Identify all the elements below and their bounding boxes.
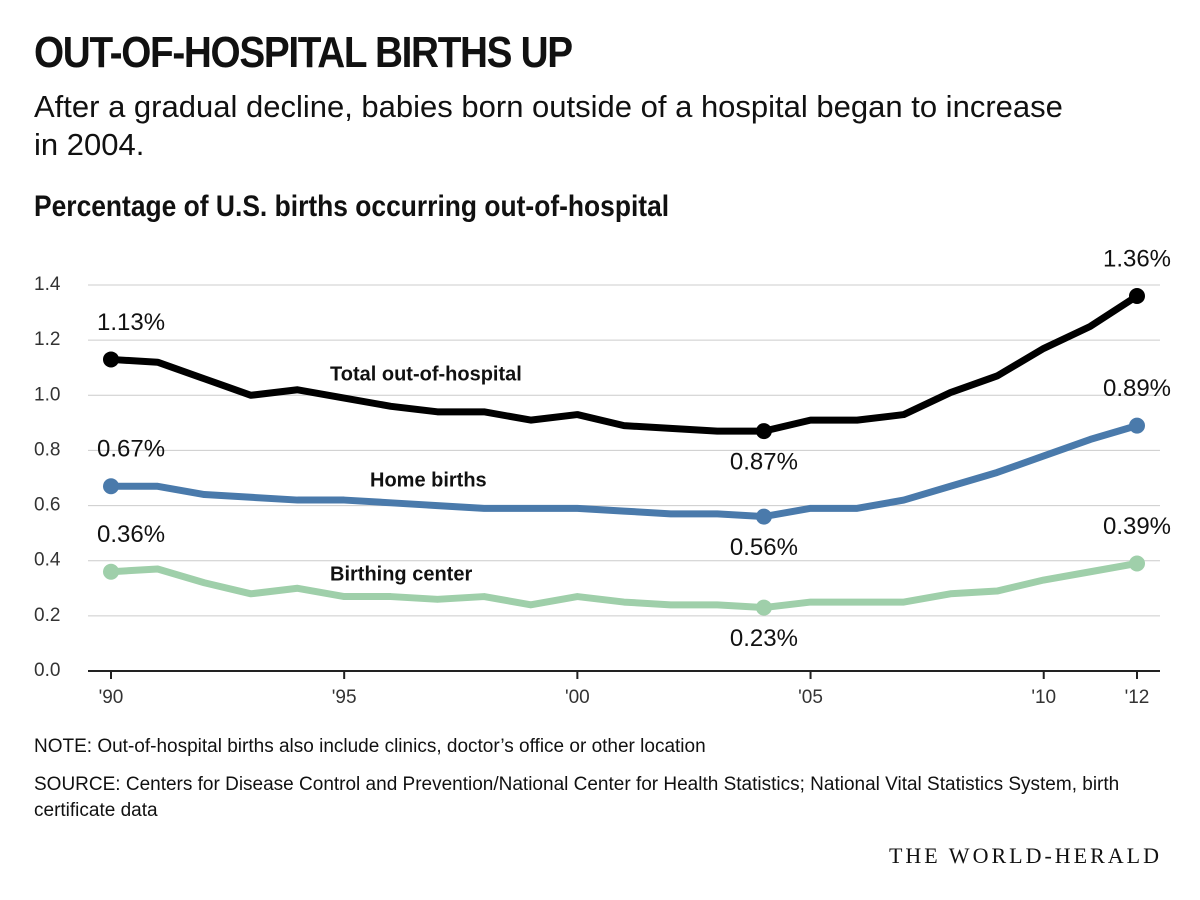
source: SOURCE: Centers for Disease Control and … [34,774,1120,821]
y-tick-label: 1.0 [34,384,60,405]
x-tick-label: '10 [1031,687,1056,708]
point [755,508,772,525]
series-line [107,292,1141,435]
value-label: 0.23% [730,625,798,652]
y-tick-label: 0.8 [34,439,60,460]
y-tick-label: 0.2 [34,605,60,626]
x-tick-label: '90 [99,687,124,708]
y-tick-label: 1.2 [34,329,60,350]
x-tick-label: '95 [332,687,357,708]
subtitle: After a gradual decline, babies born out… [34,89,1063,162]
credit: THE WORLD-HERALD [888,843,1162,868]
title: OUT-OF-HOSPITAL BIRTHS UP [34,28,573,77]
x-tick-label: '00 [565,687,590,708]
note: NOTE: Out-of-hospital births also includ… [34,736,706,757]
series-line [107,422,1141,521]
series-label: Total out-of-hospital [330,363,522,385]
point [1129,288,1145,305]
y-tick-label: 0.0 [34,660,60,681]
y-tick-label: 0.4 [34,550,61,571]
point [103,351,119,368]
point [103,478,119,495]
x-tick-label: '12 [1125,687,1150,708]
value-label: 0.36% [97,521,165,548]
series-label: Home births [370,469,487,491]
point [755,423,772,440]
point [1129,555,1145,572]
y-tick-label: 0.6 [34,495,60,516]
value-label: 0.67% [97,436,165,463]
point [103,563,119,580]
value-label: 1.13% [97,309,165,336]
value-label: 1.36% [1103,245,1171,272]
y-tick-label: 1.4 [34,274,61,295]
value-label: 0.56% [730,534,798,561]
value-label: 0.89% [1103,375,1171,402]
x-tick-label: '05 [798,687,823,708]
point [755,599,772,616]
series-label: Birthing center [330,563,472,585]
chart: 0.0 0.2 0.4 0.6 0.8 1.0 1.2 1.4 '90 '95 '00 '05 '10 '… [34,245,1171,708]
chart-title: Percentage of U.S. births occurring out-… [34,190,670,223]
series-line [107,559,1141,612]
value-label: 0.87% [730,448,798,475]
point [1129,417,1145,434]
value-label: 0.39% [1103,513,1171,540]
